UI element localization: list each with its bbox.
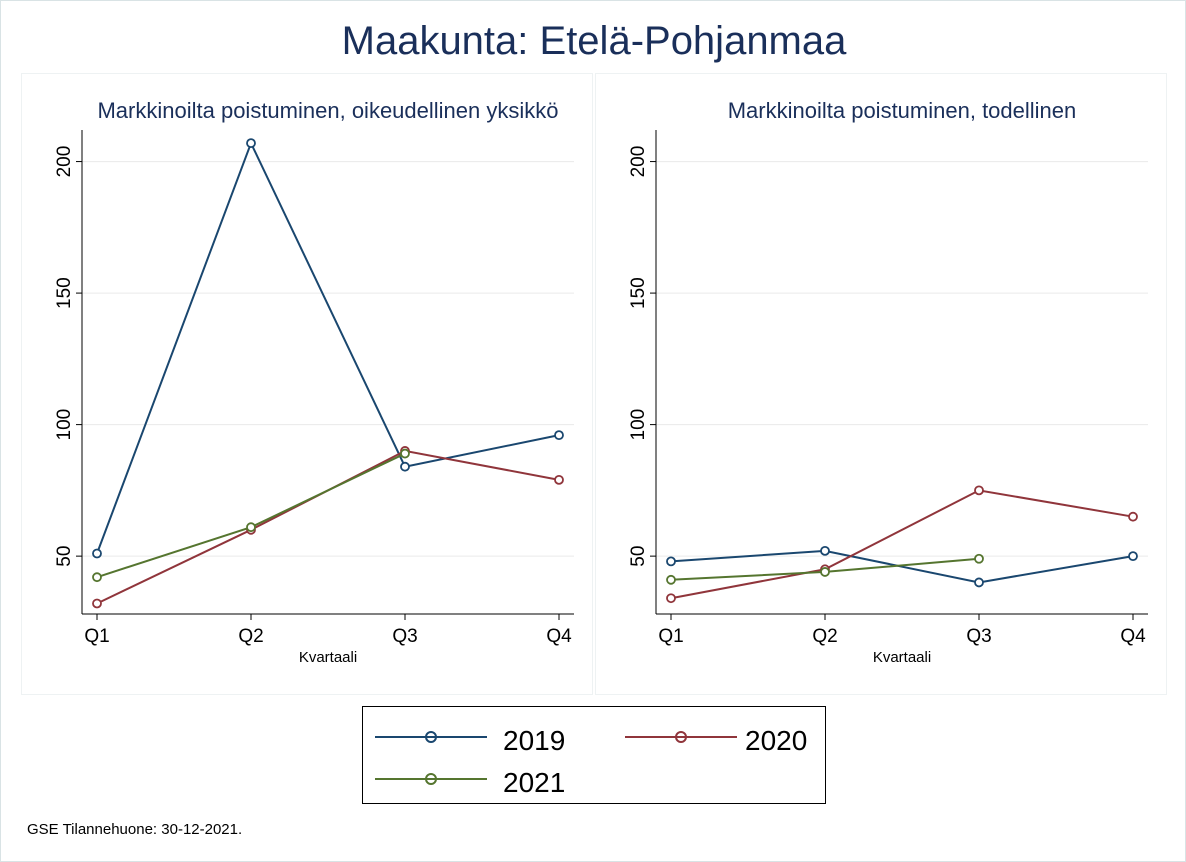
series-line-2019 [670, 549, 1134, 584]
x-tick-label-Q3: Q3 [392, 626, 417, 647]
point-2021-Q2 [246, 522, 256, 533]
point-2019-Q3 [400, 461, 410, 472]
legend: 2019 2020 2021 [362, 706, 826, 804]
point-2019-Q2 [246, 138, 256, 149]
legend-label-2020: 2020 [745, 725, 808, 756]
series-line-2020 [670, 489, 1134, 600]
legend-label-2019: 2019 [503, 725, 566, 756]
y-tick-label-200: 200 [54, 146, 75, 178]
x-tick-label-Q3: Q3 [966, 626, 991, 647]
point-2019-Q4 [1128, 551, 1138, 562]
source-note: GSE Tilannehuone: 30-12-2021. [27, 821, 243, 838]
x-tick-label-Q1: Q1 [658, 626, 683, 647]
legend-item-2020: 2020 [625, 721, 825, 757]
x-tick-label-Q1: Q1 [84, 626, 109, 647]
point-2020-Q3 [974, 485, 984, 496]
point-2019-Q4 [554, 430, 564, 441]
x-tick-label-Q4: Q4 [1120, 626, 1146, 647]
chart-left: Markkinoilta poistuminen, oikeudellinen … [54, 98, 574, 666]
point-2021-Q1 [92, 572, 102, 583]
point-2021-Q2 [820, 567, 830, 577]
panel-actual: Markkinoilta poistuminen, todellinen 50 10… [595, 73, 1167, 695]
point-2019-Q1 [666, 556, 676, 567]
series-line-2019 [96, 140, 560, 554]
legend-swatch-2021 [375, 773, 487, 785]
x-tick-label-Q2: Q2 [812, 626, 837, 647]
point-2019-Q3 [974, 577, 984, 588]
series-line-2021 [96, 452, 406, 579]
legend-label-2021: 2021 [503, 767, 566, 798]
legend-swatch-2020 [625, 731, 737, 743]
panel-legal-entity: Markkinoilta poistuminen, oikeudellinen … [21, 73, 593, 695]
point-2021-Q3 [974, 553, 984, 564]
series-line-2020 [96, 449, 560, 605]
y-tick-label-100: 100 [54, 409, 75, 441]
y-tick-label-50: 50 [628, 546, 649, 567]
point-2020-Q1 [92, 598, 102, 609]
point-2021-Q1 [666, 574, 676, 585]
point-2020-Q1 [666, 593, 676, 604]
point-2019-Q2 [820, 545, 830, 556]
y-tick-label-200: 200 [628, 146, 649, 178]
chart-right: Markkinoilta poistuminen, todellinen 50 10… [628, 98, 1148, 666]
legend-swatch-2019 [375, 731, 487, 743]
main-title: Maakunta: Etelä-Pohjanmaa [341, 19, 847, 63]
x-tick-label-Q4: Q4 [546, 626, 572, 647]
chart-title: Markkinoilta poistuminen, oikeudellinen … [97, 98, 558, 123]
y-tick-label-150: 150 [54, 277, 75, 309]
chart-title: Markkinoilta poistuminen, todellinen [728, 98, 1077, 123]
x-axis-label: Kvartaali [873, 649, 931, 666]
x-tick-label-Q2: Q2 [238, 626, 263, 647]
point-2019-Q1 [92, 548, 102, 559]
y-tick-label-50: 50 [54, 546, 75, 567]
point-2020-Q4 [1128, 511, 1138, 522]
legend-item-2019: 2019 [375, 721, 595, 757]
y-tick-label-100: 100 [628, 409, 649, 441]
x-axis-label: Kvartaali [299, 649, 357, 666]
point-2020-Q4 [554, 474, 564, 485]
legend-item-2021: 2021 [375, 763, 595, 799]
point-2021-Q3 [400, 448, 410, 459]
y-tick-label-150: 150 [628, 277, 649, 309]
